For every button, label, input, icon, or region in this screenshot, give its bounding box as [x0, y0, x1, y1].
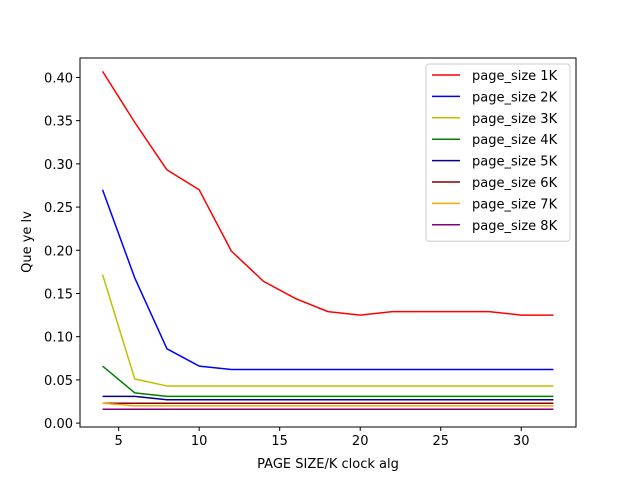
- y-tick-label: 0.00: [44, 417, 73, 432]
- y-axis-label: Que ye lv: [20, 211, 35, 273]
- series-layer: [101, 70, 554, 411]
- legend-label-8: page_size 8K: [472, 219, 558, 234]
- legend-label-6: page_size 6K: [472, 176, 558, 191]
- series-line-7: [102, 402, 554, 407]
- y-tick-label: 0.35: [44, 115, 73, 130]
- x-tick-label: 20: [352, 434, 369, 449]
- legend-label-3: page_size 3K: [472, 112, 558, 127]
- legend-label-5: page_size 5K: [472, 155, 558, 170]
- x-axis-ticks: 5 10 15 20 25 30: [115, 427, 530, 449]
- x-tick-label: 5: [115, 434, 123, 449]
- legend-label-4: page_size 4K: [472, 133, 558, 148]
- series-line-5: [102, 395, 554, 401]
- legend-label-2: page_size 2K: [472, 90, 558, 105]
- plot-frame: [79, 57, 577, 428]
- legend-label-7: page_size 7K: [472, 197, 558, 212]
- series-line-3: [101, 274, 554, 387]
- legend-box: [425, 63, 571, 242]
- y-tick-label: 0.15: [44, 287, 73, 302]
- series-line-2: [101, 189, 554, 371]
- x-tick-label: 25: [432, 434, 449, 449]
- legend: page_size 1K page_size 2K page_size 3K page…: [425, 63, 571, 242]
- series-line-4: [102, 365, 554, 398]
- x-axis-label: PAGE SIZE/K clock alg: [257, 457, 399, 472]
- y-tick-label: 0.30: [44, 158, 73, 173]
- x-tick-label: 30: [513, 434, 530, 449]
- legend-label-1: page_size 1K: [472, 69, 558, 84]
- x-tick-label: 10: [191, 434, 208, 449]
- y-tick-label: 0.20: [44, 244, 73, 259]
- series-line-1: [101, 70, 554, 316]
- y-tick-label: 0.05: [44, 374, 73, 389]
- y-tick-label: 0.25: [44, 201, 73, 216]
- y-tick-label: 0.40: [44, 71, 73, 86]
- y-axis-ticks: 0.00 0.05 0.10 0.15 0.20 0.25 0.30 0.35 0.40: [44, 71, 80, 432]
- y-tick-label: 0.10: [44, 331, 73, 346]
- x-tick-label: 15: [271, 434, 288, 449]
